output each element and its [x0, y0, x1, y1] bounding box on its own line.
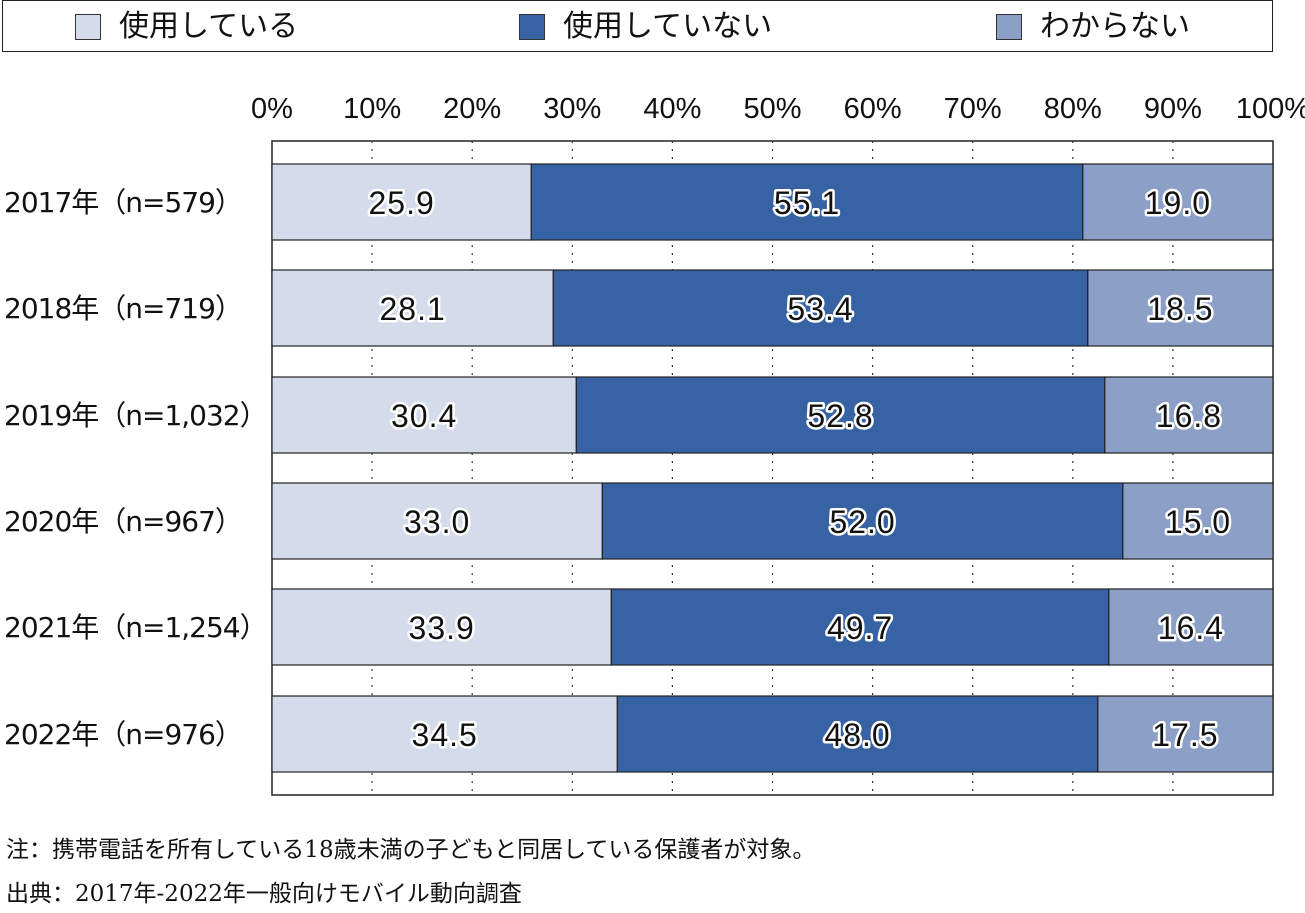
x-tick-label: 10% — [343, 93, 401, 125]
data-label: 16.4 — [1158, 610, 1224, 646]
x-tick-label: 90% — [1144, 93, 1202, 125]
x-tick-label: 50% — [743, 93, 801, 125]
bar-segment — [610, 588, 1110, 666]
bar-segment — [271, 588, 612, 666]
data-label: 30.4 — [391, 398, 457, 434]
bar-segment — [271, 482, 603, 560]
bar-segment — [1087, 269, 1274, 347]
category-label: 2020年（n=967） — [4, 505, 242, 538]
bar-segment — [552, 269, 1089, 347]
data-label: 18.5 — [1147, 291, 1213, 327]
legend-label-not-using: 使用していない — [563, 9, 773, 44]
bar-segment — [271, 695, 618, 773]
bar-segment — [601, 482, 1124, 560]
category-label: 2018年（n=719） — [4, 292, 242, 325]
legend-swatch-unknown — [996, 14, 1022, 40]
data-label: 16.8 — [1156, 398, 1222, 434]
bar-segment — [1122, 482, 1274, 560]
legend-label-using: 使用している — [119, 9, 299, 44]
x-tick-label: 20% — [443, 93, 501, 125]
legend-swatch-not-using — [519, 14, 545, 40]
data-label: 53.4 — [787, 291, 853, 327]
data-label: 33.9 — [409, 610, 475, 646]
bar-segment — [1082, 163, 1274, 241]
x-tick-label: 40% — [643, 93, 701, 125]
data-label: 55.1 — [774, 185, 840, 221]
bar-segment — [575, 376, 1106, 454]
data-label: 48.0 — [824, 717, 890, 753]
data-label: 49.7 — [827, 610, 893, 646]
x-tick-label: 60% — [844, 93, 902, 125]
bar-segment — [1108, 588, 1274, 666]
data-label: 33.0 — [404, 504, 470, 540]
x-tick-label: 70% — [944, 93, 1002, 125]
legend-swatch-using — [75, 14, 101, 40]
category-label: 2021年（n=1,254） — [4, 611, 267, 644]
bar-segment — [271, 163, 532, 241]
data-label: 17.5 — [1152, 717, 1218, 753]
category-label: 2019年（n=1,032） — [4, 399, 267, 432]
legend-label-unknown: わからない — [1040, 9, 1190, 44]
chart-source: 出典：2017年-2022年一般向けモバイル動向調査 — [6, 881, 522, 907]
x-tick-label: 80% — [1044, 93, 1102, 125]
legend-item-using: 使用している — [75, 10, 298, 44]
data-label: 52.8 — [807, 398, 873, 434]
data-label: 15.0 — [1165, 504, 1231, 540]
legend: 使用している 使用していない わからない — [2, 0, 1273, 52]
legend-item-not-using: 使用していない — [519, 10, 772, 44]
bar-segment — [271, 269, 554, 347]
bar-segment — [530, 163, 1084, 241]
data-label: 25.9 — [368, 185, 434, 221]
bar-segment — [616, 695, 1099, 773]
category-label: 2022年（n=976） — [4, 718, 242, 751]
x-tick-label: 100% — [1236, 93, 1305, 125]
data-label: 34.5 — [412, 717, 478, 753]
data-label: 52.0 — [829, 504, 895, 540]
legend-item-unknown: わからない — [996, 10, 1190, 44]
x-tick-label: 30% — [543, 93, 601, 125]
category-label: 2017年（n=579） — [4, 186, 242, 219]
bar-segment — [1097, 695, 1274, 773]
x-tick-label: 0% — [251, 93, 293, 125]
bar-segment — [1104, 376, 1274, 454]
chart-note: 注：携帯電話を所有している18歳未満の子どもと同居している保護者が対象。 — [6, 837, 816, 863]
data-label: 28.1 — [379, 291, 445, 327]
data-label: 19.0 — [1145, 185, 1211, 221]
